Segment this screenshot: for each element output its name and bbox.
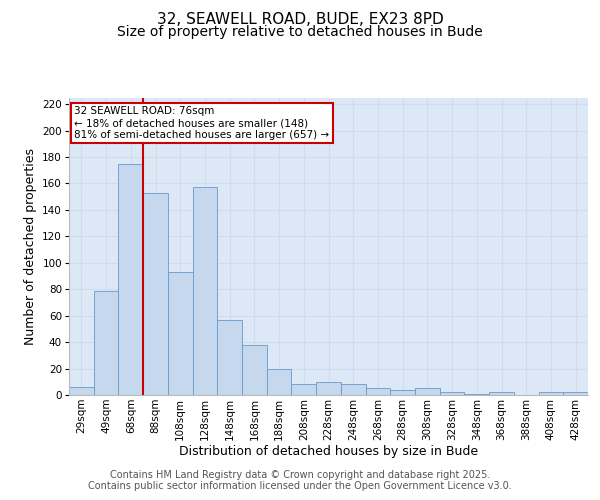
Bar	[415, 388, 440, 395]
Bar	[242, 345, 267, 395]
Text: Size of property relative to detached houses in Bude: Size of property relative to detached ho…	[117, 25, 483, 39]
Bar	[118, 164, 143, 395]
Y-axis label: Number of detached properties: Number of detached properties	[24, 148, 37, 345]
Bar	[390, 390, 415, 395]
Bar	[94, 290, 118, 395]
Bar	[341, 384, 365, 395]
Bar	[267, 368, 292, 395]
Text: 32, SEAWELL ROAD, BUDE, EX23 8PD: 32, SEAWELL ROAD, BUDE, EX23 8PD	[157, 12, 443, 28]
Bar	[316, 382, 341, 395]
Bar	[563, 392, 588, 395]
Text: Contains HM Land Registry data © Crown copyright and database right 2025.: Contains HM Land Registry data © Crown c…	[110, 470, 490, 480]
Bar	[464, 394, 489, 395]
Bar	[539, 392, 563, 395]
Bar	[143, 192, 168, 395]
Bar	[365, 388, 390, 395]
X-axis label: Distribution of detached houses by size in Bude: Distribution of detached houses by size …	[179, 446, 478, 458]
Bar	[440, 392, 464, 395]
Bar	[193, 188, 217, 395]
Bar	[168, 272, 193, 395]
Bar	[69, 387, 94, 395]
Bar	[217, 320, 242, 395]
Bar	[489, 392, 514, 395]
Bar	[292, 384, 316, 395]
Text: 32 SEAWELL ROAD: 76sqm
← 18% of detached houses are smaller (148)
81% of semi-de: 32 SEAWELL ROAD: 76sqm ← 18% of detached…	[74, 106, 329, 140]
Text: Contains public sector information licensed under the Open Government Licence v3: Contains public sector information licen…	[88, 481, 512, 491]
